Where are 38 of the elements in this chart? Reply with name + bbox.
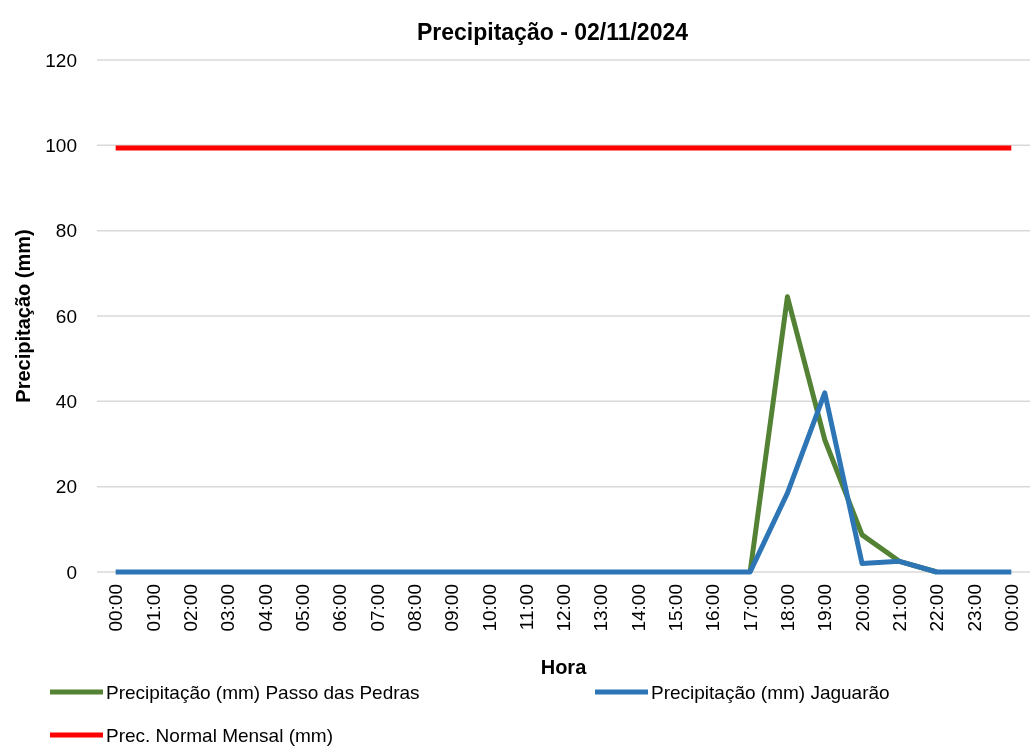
y-tick-label: 100 — [45, 134, 77, 156]
x-tick-label: 19:00 — [814, 584, 836, 632]
x-tick-label: 17:00 — [739, 584, 761, 632]
x-axis-title: Hora — [540, 656, 588, 678]
x-tick-label: 01:00 — [142, 584, 164, 632]
x-tick-label: 11:00 — [515, 584, 537, 631]
x-tick-label: 03:00 — [217, 584, 239, 632]
x-tick-label: 08:00 — [403, 584, 425, 632]
y-tick-label: 40 — [55, 390, 77, 412]
chart-title: Precipitação - 02/11/2024 — [416, 19, 689, 45]
x-tick-label: 16:00 — [702, 584, 724, 632]
x-tick-label: 18:00 — [777, 584, 799, 632]
x-tick-label: 07:00 — [366, 584, 388, 632]
x-tick-label: 12:00 — [553, 584, 575, 632]
x-tick-label: 06:00 — [329, 584, 351, 632]
x-tick-label: 15:00 — [665, 584, 687, 632]
x-tick-label: 10:00 — [478, 584, 500, 632]
x-tick-label: 13:00 — [590, 584, 612, 632]
y-tick-label: 120 — [45, 49, 77, 71]
y-tick-label: 80 — [55, 220, 77, 242]
x-tick-label: 21:00 — [889, 584, 911, 632]
legend-label: Precipitação (mm) Jaguarão — [651, 681, 890, 703]
x-tick-label: 14:00 — [627, 584, 649, 632]
x-tick-label: 04:00 — [254, 584, 276, 632]
y-tick-label: 20 — [55, 476, 77, 498]
legend-label: Prec. Normal Mensal (mm) — [106, 724, 333, 746]
x-tick-label: 22:00 — [926, 584, 948, 632]
x-tick-label: 02:00 — [179, 584, 201, 632]
x-tick-label: 20:00 — [851, 584, 873, 632]
x-tick-label: 05:00 — [291, 584, 313, 632]
y-tick-label: 0 — [66, 561, 77, 583]
x-tick-label: 09:00 — [441, 584, 463, 632]
x-tick-label: 00:00 — [1000, 584, 1022, 632]
x-tick-label: 00:00 — [105, 584, 127, 632]
y-tick-label: 60 — [55, 305, 77, 327]
y-axis-title: Precipitação (mm) — [12, 229, 34, 403]
legend-label: Precipitação (mm) Passo das Pedras — [106, 681, 420, 703]
x-tick-label: 23:00 — [963, 584, 985, 632]
